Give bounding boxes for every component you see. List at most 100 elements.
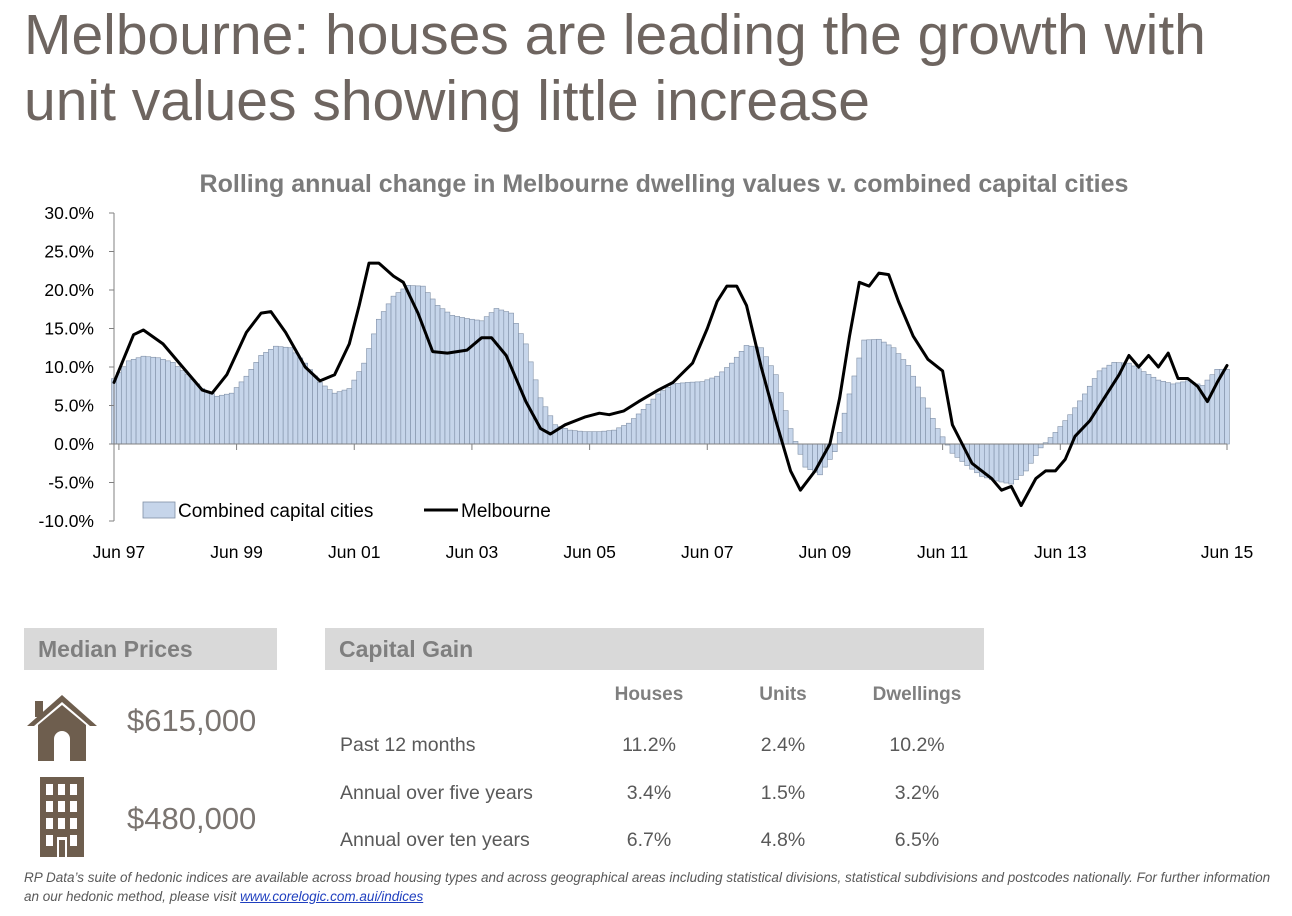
- x-tick-label: Jun 01: [328, 542, 381, 562]
- combined-capital-cities-bar: [763, 356, 769, 445]
- combined-capital-cities-bar: [1106, 364, 1113, 445]
- cell-houses-10y: 6.7%: [626, 829, 672, 851]
- combined-capital-cities-bar: [635, 413, 642, 445]
- combined-capital-cities-bar: [694, 381, 701, 445]
- combined-capital-cities-bar: [336, 391, 343, 445]
- combined-capital-cities-bar: [709, 377, 715, 445]
- combined-capital-cities-bar: [346, 388, 353, 445]
- combined-capital-cities-bar: [224, 393, 230, 445]
- combined-capital-cities-bar: [1121, 362, 1127, 445]
- combined-capital-cities-bar: [1131, 365, 1137, 445]
- combined-capital-cities-bar: [729, 362, 735, 445]
- combined-capital-cities-bar: [1170, 383, 1176, 445]
- combined-capital-cities-bar: [591, 431, 598, 445]
- combined-capital-cities-bar: [562, 428, 568, 445]
- cell-houses-5y: 3.4%: [626, 782, 672, 804]
- headline-line-2: unit values showing little increase: [24, 69, 870, 133]
- combined-capital-cities-bar: [684, 382, 691, 445]
- combined-capital-cities-bar: [356, 371, 362, 445]
- combined-capital-cities-bar: [228, 392, 235, 445]
- cell-dwellings-10y: 6.5%: [894, 829, 940, 851]
- combined-capital-cities-bar: [366, 348, 372, 445]
- combined-capital-cities-bar: [532, 379, 539, 445]
- combined-capital-cities-bar: [1028, 443, 1034, 464]
- combined-capital-cities-bar: [616, 427, 622, 445]
- combined-capital-cities-bar: [596, 431, 603, 445]
- combined-capital-cities-bar: [150, 356, 156, 445]
- combined-capital-cities-bar: [577, 430, 583, 445]
- indices-link[interactable]: www.corelogic.com.aui/indices: [240, 889, 424, 904]
- combined-capital-cities-bar: [1126, 362, 1132, 445]
- chart-title: Rolling annual change in Melbourne dwell…: [199, 170, 1129, 198]
- combined-capital-cities-bar: [581, 431, 588, 445]
- median-prices-header: Median Prices: [24, 628, 277, 670]
- x-tick-label: Jun 05: [563, 542, 616, 562]
- combined-capital-cities-bar: [268, 348, 274, 445]
- combined-capital-cities-bar: [238, 381, 245, 445]
- combined-capital-cities-bar: [322, 385, 328, 445]
- combined-capital-cities-bar: [689, 381, 696, 445]
- combined-capital-cities-bar: [160, 358, 166, 445]
- combined-capital-cities-bar: [724, 367, 730, 445]
- cell-dwellings-5y: 3.2%: [894, 782, 940, 804]
- combined-capital-cities-bar: [454, 316, 460, 445]
- combined-capital-cities-bar: [1224, 369, 1230, 445]
- combined-capital-cities-bar: [287, 347, 294, 445]
- combined-capital-cities-bar: [380, 311, 387, 445]
- combined-capital-cities-bar: [155, 357, 161, 445]
- combined-capital-cities-bar: [400, 288, 407, 445]
- combined-capital-cities-bar: [121, 366, 127, 445]
- combined-capital-cities-bar: [881, 341, 887, 445]
- combined-capital-cities-bar: [1160, 381, 1167, 445]
- combined-capital-cities-bar: [258, 355, 264, 445]
- combined-capital-cities-bar: [341, 389, 348, 445]
- combined-capital-cities-bar: [567, 429, 573, 445]
- combined-capital-cities-bar: [719, 371, 725, 445]
- combined-capital-cities-bar: [832, 443, 838, 452]
- combined-capital-cities-bar: [797, 443, 804, 455]
- combined-capital-cities-bar: [905, 365, 912, 445]
- combined-capital-cities-bar: [866, 339, 872, 445]
- combined-capital-cities-bar: [988, 443, 995, 480]
- combined-capital-cities-bar: [165, 360, 171, 445]
- y-tick-label: 15.0%: [44, 319, 94, 339]
- combined-capital-cities-bar: [655, 393, 661, 445]
- combined-capital-cities-bar: [292, 352, 299, 445]
- y-tick-label: 10.0%: [44, 357, 94, 377]
- combined-capital-cities-bar: [297, 357, 304, 445]
- combined-capital-cities-bar: [317, 382, 323, 445]
- combined-capital-cities-bar: [170, 362, 176, 445]
- combined-capital-cities-bar: [861, 339, 867, 445]
- combined-capital-cities-bar: [449, 315, 456, 445]
- combined-capital-cities-bar: [601, 430, 608, 445]
- combined-capital-cities-bar: [1082, 393, 1088, 445]
- combined-capital-cities-bar: [199, 388, 206, 445]
- combined-capital-cities-bar: [395, 292, 402, 445]
- combined-capital-cities-bar: [204, 390, 210, 445]
- combined-capital-cities-bar: [621, 425, 627, 445]
- combined-capital-cities-bar: [194, 383, 201, 445]
- legend-label-combined: Combined capital cities: [178, 501, 373, 522]
- melbourne-line: [112, 261, 1229, 508]
- combined-capital-cities-bar: [488, 312, 495, 445]
- combined-capital-cities-bar: [425, 292, 431, 445]
- combined-capital-cities-bar: [1145, 374, 1152, 445]
- combined-capital-cities-bar: [214, 395, 220, 445]
- combined-capital-cities-bar: [552, 424, 559, 445]
- combined-capital-cities-bar: [665, 386, 671, 445]
- combined-capital-cities-bar: [326, 389, 333, 445]
- combined-capital-cities-bar: [586, 431, 593, 445]
- combined-capital-cities-bar: [1008, 443, 1015, 485]
- combined-capital-cities-bar: [1037, 443, 1044, 449]
- headline-line-1: Melbourne: houses are leading the growth…: [24, 3, 1206, 67]
- combined-capital-cities-bar: [1057, 426, 1064, 445]
- combined-capital-cities-bar: [675, 383, 681, 445]
- combined-capital-cities-bar: [934, 428, 941, 445]
- x-tick-label: Jun 03: [446, 542, 499, 562]
- combined-capital-cities-bar: [650, 398, 657, 445]
- combined-capital-cities-bar: [1150, 376, 1157, 445]
- combined-capital-cities-bar: [606, 430, 612, 445]
- legend-swatch-combined: [142, 501, 176, 519]
- combined-capital-cities-bar: [1185, 380, 1191, 445]
- house-median-price: $615,000: [127, 703, 257, 738]
